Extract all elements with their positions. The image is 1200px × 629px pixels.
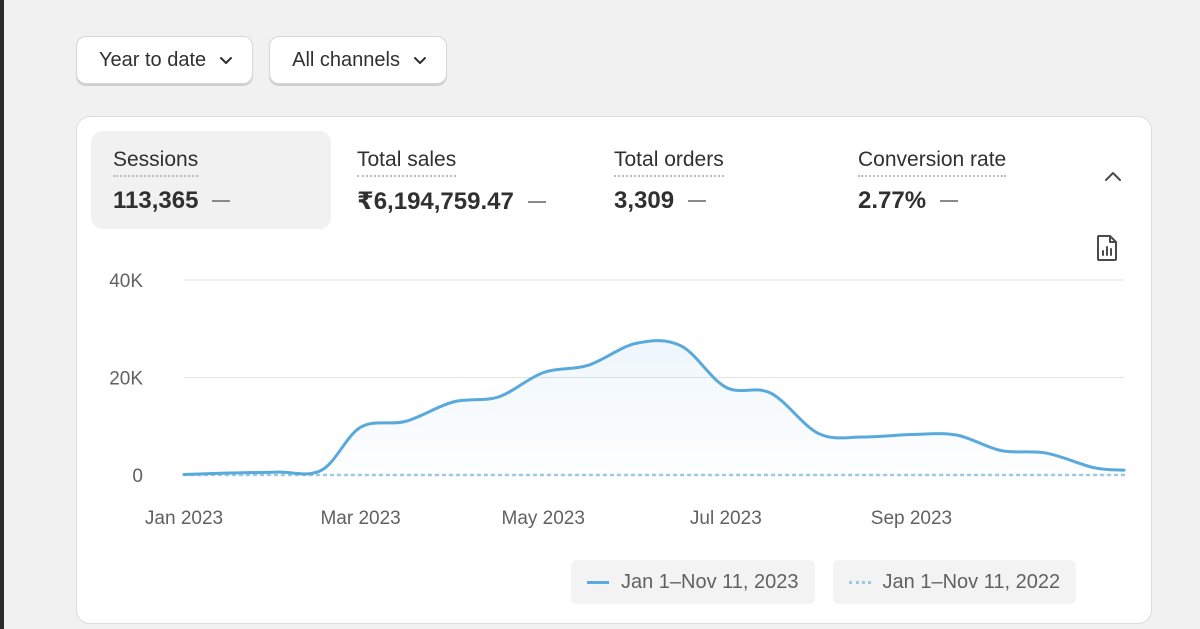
analytics-card: Sessions 113,365 Total sales ₹6,194,759.… xyxy=(76,116,1152,624)
x-tick-label: Mar 2023 xyxy=(320,508,400,529)
x-tick-label: May 2023 xyxy=(502,508,585,529)
report-icon[interactable] xyxy=(1093,233,1121,263)
legend-swatch-solid xyxy=(587,580,609,584)
date-range-dropdown[interactable]: Year to date xyxy=(76,36,254,84)
metric-value: 113,365 xyxy=(113,187,199,214)
metric-value-row: 3,309 xyxy=(614,187,800,215)
metric-total-sales[interactable]: Total sales ₹6,194,759.47 xyxy=(335,131,575,229)
chevron-down-icon xyxy=(220,57,233,64)
channels-dropdown[interactable]: All channels xyxy=(269,36,447,84)
comparison-dash xyxy=(212,200,231,202)
metric-label: Total sales xyxy=(357,147,457,177)
chevron-down-icon xyxy=(413,57,426,64)
metric-label: Conversion rate xyxy=(858,147,1007,177)
y-tick-label: 0 xyxy=(132,466,143,487)
comparison-dash xyxy=(940,200,959,202)
metric-value: ₹6,194,759.47 xyxy=(357,188,514,215)
series-area-current xyxy=(184,340,1124,475)
metric-label: Total orders xyxy=(614,147,724,177)
comparison-dash xyxy=(688,200,707,202)
metric-value-row: 113,365 xyxy=(113,187,309,215)
x-tick-label: Sep 2023 xyxy=(871,508,952,529)
metric-label: Sessions xyxy=(113,147,199,177)
legend-item-current[interactable]: Jan 1–Nov 11, 2023 xyxy=(571,560,815,604)
channels-label: All channels xyxy=(292,48,400,71)
metric-sessions[interactable]: Sessions 113,365 xyxy=(91,131,331,229)
metric-conversion-rate[interactable]: Conversion rate 2.77% xyxy=(836,131,1086,229)
sessions-chart: 0 20K 40K Jan 2023 Mar 2023 May 2023 Jul 2023 S… xyxy=(109,271,1126,529)
legend-label: Jan 1–Nov 11, 2023 xyxy=(621,570,799,593)
legend-label: Jan 1–Nov 11, 2022 xyxy=(882,570,1061,593)
series-line-current xyxy=(182,339,1126,477)
filter-bar: Year to date All channels xyxy=(76,36,447,84)
metric-value-row: 2.77% xyxy=(858,187,1064,215)
x-tick-label: Jan 2023 xyxy=(145,508,223,529)
window-edge xyxy=(0,0,4,629)
metric-value-row: ₹6,194,759.47 xyxy=(357,187,553,216)
comparison-dash xyxy=(527,200,546,203)
chart-legend: Jan 1–Nov 11, 2023 Jan 1–Nov 11, 2022 xyxy=(571,560,1077,604)
metric-value: 3,309 xyxy=(614,187,675,214)
y-tick-label: 40K xyxy=(109,271,143,292)
date-range-label: Year to date xyxy=(99,48,207,71)
y-tick-label: 20K xyxy=(109,369,143,390)
x-tick-label: Jul 2023 xyxy=(690,508,762,529)
chevron-up-icon[interactable] xyxy=(1099,163,1127,191)
metric-total-orders[interactable]: Total orders 3,309 xyxy=(592,131,822,229)
metric-value: 2.77% xyxy=(858,187,927,214)
legend-swatch-dotted xyxy=(848,580,871,584)
legend-item-previous[interactable]: Jan 1–Nov 11, 2022 xyxy=(832,560,1077,604)
